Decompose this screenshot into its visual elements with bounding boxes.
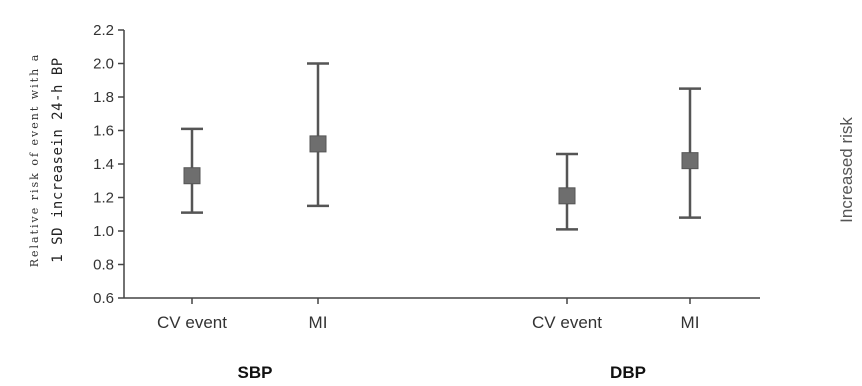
plot-area	[181, 62, 701, 231]
category-label: MI	[681, 313, 700, 332]
y-tick-label: 1.6	[93, 123, 114, 140]
estimate-marker-sbp-cv-event	[183, 167, 201, 185]
y-tick-label: 2.2	[93, 22, 114, 39]
y-tick-label: 1.8	[93, 89, 114, 106]
y-axis-label-line1: Relative risk of event with a	[28, 53, 41, 268]
estimate-marker-dbp-cv-event	[558, 187, 576, 205]
group-label-dbp: DBP	[610, 363, 646, 382]
y-tick-label: 0.6	[93, 290, 114, 307]
y-tick-label: 1.4	[93, 156, 114, 173]
y-axis-label-line2: 1 SD increasein 24-h BP	[50, 57, 66, 262]
category-label: MI	[309, 313, 328, 332]
category-label: CV event	[532, 313, 602, 332]
y-tick-label: 1.2	[93, 190, 114, 207]
increased-risk-label: Increased risk	[837, 117, 856, 223]
y-tick-label: 2.0	[93, 56, 114, 73]
category-label: CV event	[157, 313, 227, 332]
y-tick-label: 1.0	[93, 223, 114, 240]
y-tick-label: 0.8	[93, 257, 114, 274]
y-axis: 0.6 0.8 1.0 1.2 1.4 1.6 1.8 2.0 2.2	[93, 22, 760, 307]
estimate-marker-sbp-mi	[309, 135, 327, 153]
estimate-marker-dbp-mi	[681, 152, 699, 170]
category-labels: CV event MI SBP CV event MI DBP	[157, 313, 699, 382]
group-label-sbp: SBP	[238, 363, 273, 382]
